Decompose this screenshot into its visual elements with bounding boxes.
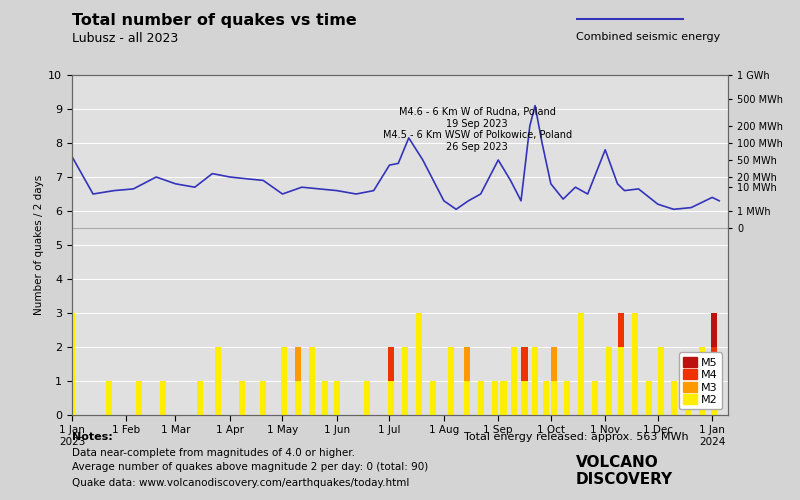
Bar	[522, 381, 528, 415]
Bar	[551, 381, 558, 415]
Bar	[501, 381, 506, 415]
Bar	[511, 347, 517, 415]
Bar	[239, 381, 246, 415]
Bar	[492, 381, 498, 415]
Bar	[197, 381, 203, 415]
Bar	[260, 381, 266, 415]
Bar	[578, 313, 584, 415]
Bar	[606, 347, 612, 415]
Text: Notes:: Notes:	[72, 432, 113, 442]
Text: Average number of quakes above magnitude 2 per day: 0 (total: 90): Average number of quakes above magnitude…	[72, 462, 428, 472]
Bar	[463, 347, 470, 381]
Text: VOLCANO
DISCOVERY: VOLCANO DISCOVERY	[576, 455, 673, 488]
Bar	[416, 313, 422, 415]
Bar	[106, 381, 112, 415]
Bar	[135, 381, 142, 415]
Bar	[364, 381, 370, 415]
Bar	[69, 313, 75, 415]
Bar	[711, 347, 717, 381]
Bar	[646, 381, 652, 415]
Bar	[685, 381, 690, 415]
Bar	[388, 347, 394, 381]
Bar	[430, 381, 436, 415]
Bar	[295, 381, 302, 415]
Bar	[478, 381, 484, 415]
Text: Total energy released: approx. 563 MWh: Total energy released: approx. 563 MWh	[464, 432, 689, 442]
Bar	[388, 381, 394, 415]
Text: Data near-complete from magnitudes of 4.0 or higher.: Data near-complete from magnitudes of 4.…	[72, 448, 355, 458]
Bar	[295, 347, 302, 381]
Bar	[334, 381, 340, 415]
Text: Quake data: www.volcanodiscovery.com/earthquakes/today.html: Quake data: www.volcanodiscovery.com/ear…	[72, 478, 410, 488]
Bar	[711, 381, 717, 415]
Bar	[563, 381, 570, 415]
Bar	[632, 313, 638, 415]
Bar	[618, 313, 624, 347]
Bar	[551, 347, 558, 381]
Text: M4.6 - 6 Km W of Rudna, Poland
19 Sep 2023
M4.5 - 6 Km WSW of Polkowice, Poland
: M4.6 - 6 Km W of Rudna, Poland 19 Sep 20…	[382, 108, 572, 152]
Y-axis label: Number of quakes / 2 days: Number of quakes / 2 days	[34, 175, 44, 315]
Bar	[658, 347, 665, 415]
Text: Lubusz - all 2023: Lubusz - all 2023	[72, 32, 178, 46]
Bar	[670, 381, 677, 415]
Text: Total number of quakes vs time: Total number of quakes vs time	[72, 12, 357, 28]
Bar	[214, 347, 221, 415]
Text: Combined seismic energy: Combined seismic energy	[576, 32, 720, 42]
Bar	[160, 381, 166, 415]
Bar	[310, 347, 315, 415]
Bar	[542, 381, 549, 415]
Bar	[402, 347, 408, 415]
Bar	[281, 347, 287, 415]
Bar	[711, 313, 717, 347]
Bar	[322, 381, 328, 415]
Bar	[592, 381, 598, 415]
Bar	[532, 347, 538, 415]
Bar	[618, 347, 624, 415]
Bar	[463, 381, 470, 415]
Legend: M5, M4, M3, M2: M5, M4, M3, M2	[679, 352, 722, 410]
Bar	[448, 347, 454, 415]
Bar	[522, 347, 528, 381]
Bar	[698, 347, 705, 415]
